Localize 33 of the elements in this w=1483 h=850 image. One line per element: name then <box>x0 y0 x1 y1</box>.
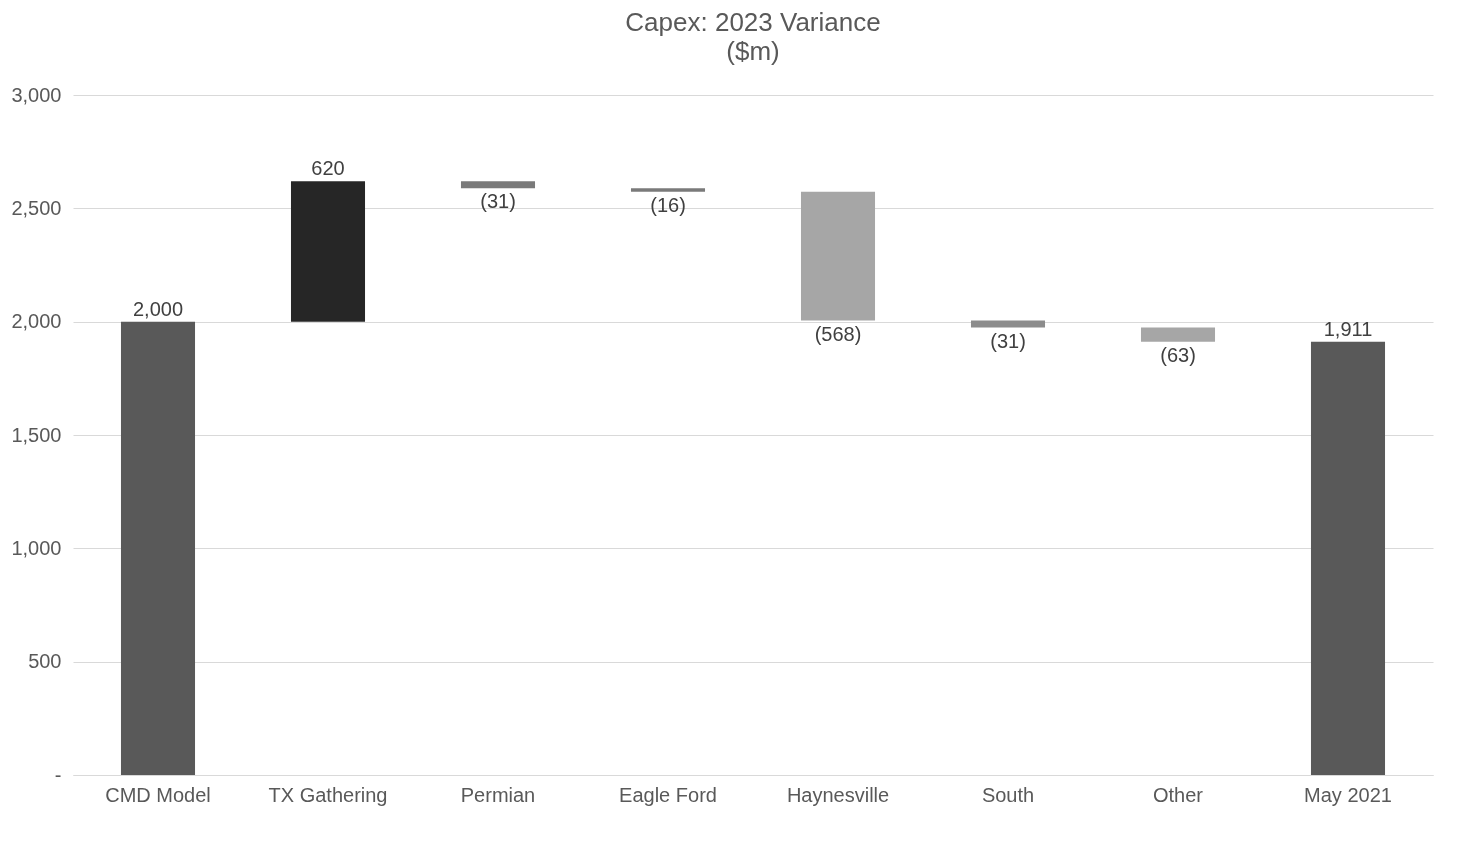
chart-title: Capex: 2023 Variance <box>625 7 881 37</box>
x-tick-label: Permian <box>460 783 536 806</box>
data-label: 2,000 <box>132 297 184 320</box>
x-tick-label: May 2021 <box>1304 783 1392 806</box>
bar <box>1140 327 1216 342</box>
data-label: (63) <box>1160 343 1196 366</box>
y-tick-label: - <box>54 763 62 786</box>
y-tick-label: 2,500 <box>11 196 62 219</box>
bar <box>290 181 366 322</box>
bar <box>1310 341 1386 775</box>
bar <box>800 191 876 321</box>
x-tick-label: CMD Model <box>105 783 211 806</box>
bar <box>630 188 706 192</box>
data-label: 1,911 <box>1323 317 1373 340</box>
x-tick-label: Other <box>1152 783 1204 806</box>
data-label: (31) <box>480 190 516 213</box>
data-label: (568) <box>814 322 862 345</box>
data-label: (31) <box>990 329 1026 352</box>
data-label: 620 <box>311 157 345 180</box>
x-tick-label: Haynesville <box>786 783 890 806</box>
y-tick-label: 3,000 <box>11 83 62 106</box>
y-tick-label: 2,000 <box>11 310 62 333</box>
bar <box>970 320 1046 328</box>
x-tick-label: TX Gathering <box>268 783 388 806</box>
x-tick-label: Eagle Ford <box>619 783 717 806</box>
y-tick-label: 1,000 <box>11 536 62 559</box>
bar <box>460 181 536 189</box>
chart-subtitle: ($m) <box>726 36 780 66</box>
data-label: (16) <box>650 193 686 216</box>
y-tick-label: 500 <box>28 650 62 673</box>
y-tick-label: 1,500 <box>11 423 62 446</box>
bar <box>120 321 196 775</box>
x-tick-label: South <box>981 783 1035 806</box>
